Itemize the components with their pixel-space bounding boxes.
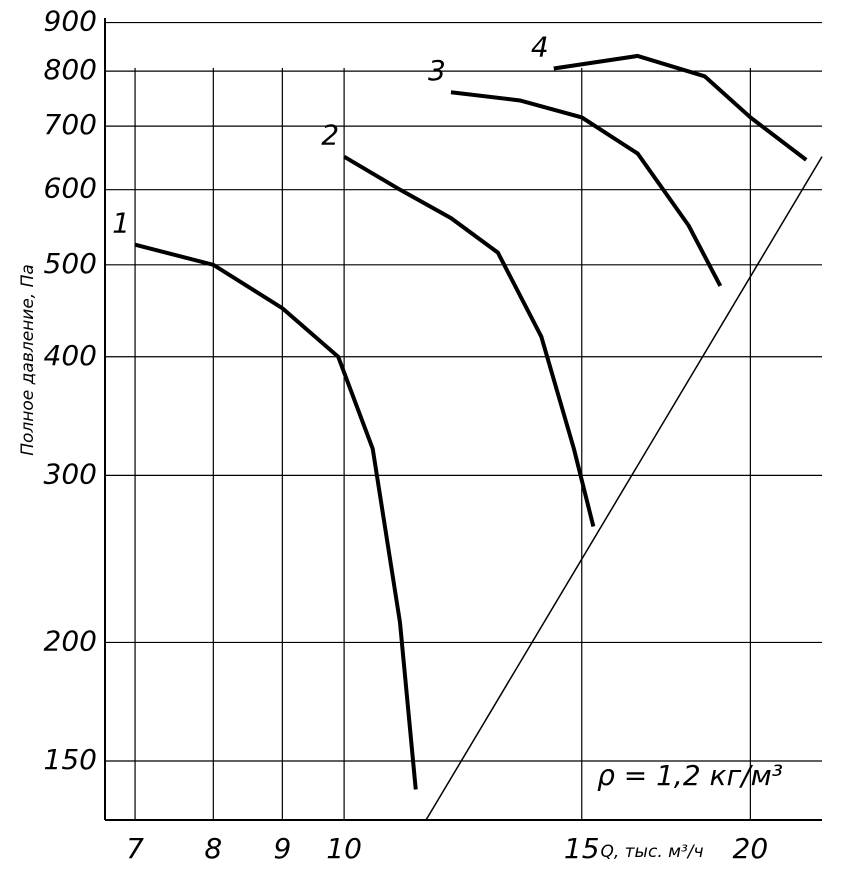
x-tick-label: 10 — [326, 832, 362, 865]
y-tick-label: 200 — [44, 624, 97, 657]
x-axis-label: Q, тыс. м³/ч — [600, 842, 703, 862]
y-axis-label: Полное давление, Па — [18, 264, 38, 456]
y-tick-label: 700 — [44, 108, 97, 141]
y-tick-label: 300 — [44, 457, 97, 490]
x-tick-label: 7 — [126, 832, 144, 865]
curve-label: 1 — [112, 207, 130, 240]
x-tick-label: 15 — [564, 832, 600, 865]
limit-line — [425, 156, 823, 821]
y-tick-label: 500 — [44, 247, 97, 280]
curve-label: 4 — [531, 31, 549, 64]
x-tick-label: 9 — [273, 832, 291, 865]
y-tick-label: 800 — [44, 53, 97, 86]
x-tick-label: 20 — [733, 832, 769, 865]
y-tick-label: 150 — [44, 743, 97, 776]
curve — [553, 53, 808, 162]
curve — [343, 154, 596, 527]
y-tick-label: 900 — [44, 5, 97, 38]
x-tick-label: 8 — [204, 832, 222, 865]
curve-label: 2 — [321, 119, 339, 152]
curve-label: 3 — [428, 54, 446, 87]
y-tick-label: 400 — [44, 339, 97, 372]
annotation: ρ = 1,2 кг/м³ — [597, 759, 783, 792]
y-tick-label: 600 — [44, 172, 97, 205]
curve — [134, 242, 418, 790]
curve — [450, 90, 723, 287]
